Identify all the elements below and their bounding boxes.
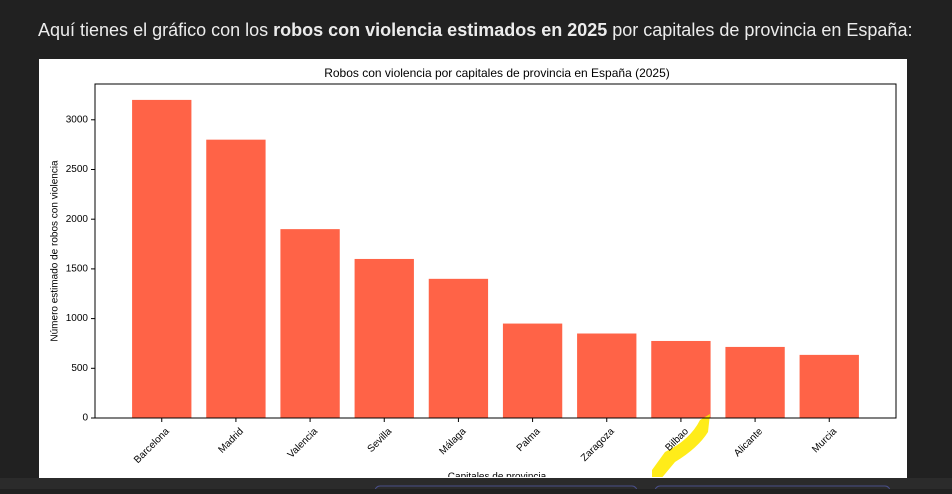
y-tick-label: 0	[82, 413, 88, 424]
message-text: Aquí tienes el gráfico con los	[38, 20, 273, 40]
bar	[502, 323, 563, 418]
composer-bar	[0, 478, 952, 489]
bar	[799, 354, 859, 418]
message-text: por capitales de provincia en España:	[607, 20, 912, 40]
bar	[280, 229, 340, 418]
bar	[577, 333, 637, 418]
message-bold: robos con violencia estimados en 2025	[273, 20, 607, 40]
bar	[132, 99, 192, 419]
y-tick-label: 1000	[66, 313, 89, 324]
bar	[428, 278, 489, 418]
bar	[354, 258, 414, 418]
y-tick-label: 1500	[66, 264, 89, 275]
chart-title: Robos con violencia por capitales de pro…	[324, 66, 670, 80]
y-axis-label: Número estimado de robos con violencia	[50, 160, 61, 342]
y-tick-label: 500	[71, 363, 88, 374]
bar	[206, 139, 266, 418]
y-tick-label: 2500	[66, 164, 89, 175]
y-tick-label: 2000	[66, 214, 89, 225]
highlight	[652, 414, 710, 480]
message: Aquí tienes el gráfico con los robos con…	[38, 20, 912, 40]
bar	[725, 346, 785, 418]
plot: 0 500 1000 1500 2000 2500 3000	[66, 99, 859, 424]
y-tick-label: 3000	[66, 114, 89, 125]
axes-frame	[94, 83, 897, 419]
bar	[651, 340, 711, 418]
